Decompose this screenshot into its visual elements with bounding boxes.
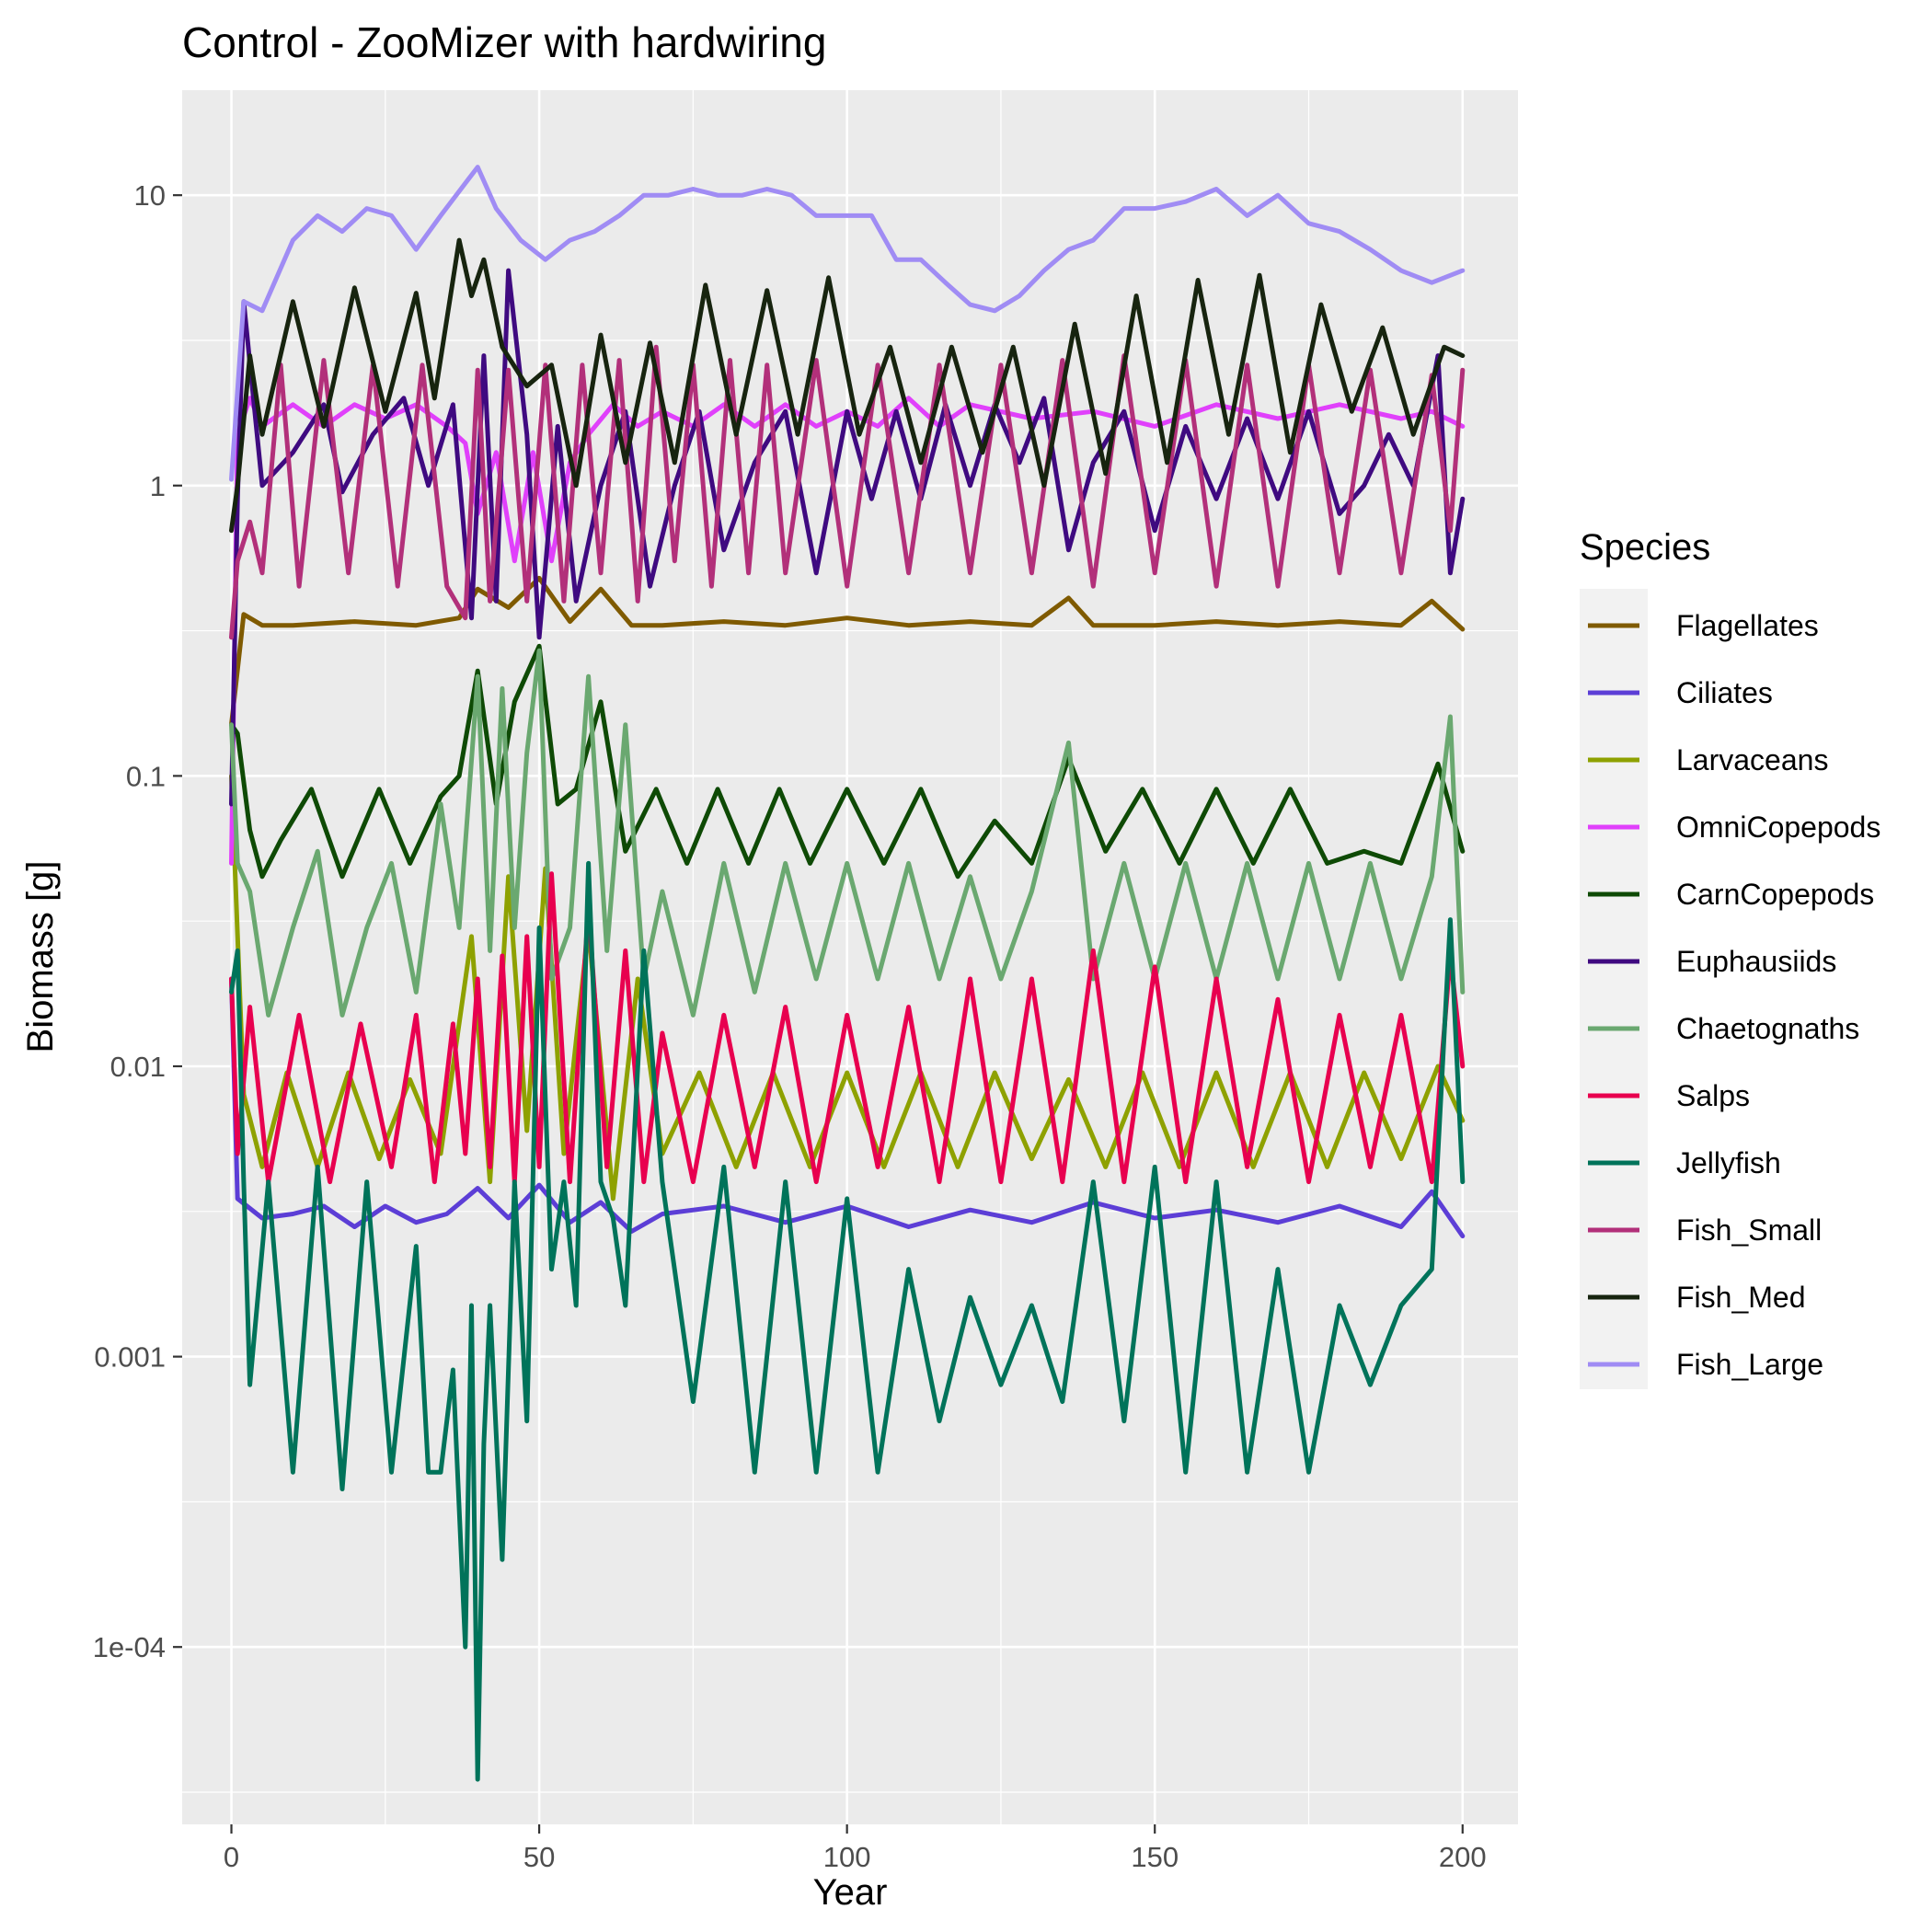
legend-label: OmniCopepods: [1676, 811, 1880, 844]
x-tick-label: 200: [1439, 1841, 1487, 1873]
legend-key-background: [1580, 589, 1648, 1389]
series-line-fish-small: [229, 344, 1466, 640]
plot-panel: [182, 90, 1518, 1824]
y-tick-label: 1e-04: [93, 1631, 166, 1663]
chart-title: Control - ZooMizer with hardwiring: [182, 18, 826, 66]
series-layer: [229, 165, 1466, 1782]
y-tick-label: 10: [134, 179, 166, 212]
legend-label: CarnCopepods: [1676, 878, 1874, 911]
legend-label: Euphausiids: [1676, 945, 1836, 978]
series-line-chaetognaths: [229, 648, 1466, 1018]
series-line-fish-med: [229, 237, 1466, 534]
legend-label: Ciliates: [1676, 676, 1773, 709]
legend-label: Fish_Small: [1676, 1213, 1822, 1247]
legend-label: Jellyfish: [1676, 1146, 1781, 1179]
series-line-jellyfish: [229, 860, 1466, 1782]
legend: Species Flagellates Ciliates Larvaceans Omn…: [1580, 527, 1880, 1389]
series-line-flagellates: [229, 575, 1466, 728]
legend-title: Species: [1580, 527, 1710, 568]
legend-label: Salps: [1676, 1079, 1750, 1112]
y-tick-label: 0.001: [94, 1341, 166, 1374]
y-tick-label: 0.1: [126, 760, 166, 792]
series-line-carncopepods: [229, 643, 1466, 880]
legend-label: Flagellates: [1676, 609, 1819, 642]
y-axis-title: Biomass [g]: [20, 861, 61, 1053]
x-tick-label: 150: [1131, 1841, 1179, 1873]
legend-label: Fish_Large: [1676, 1348, 1823, 1381]
x-tick-label: 50: [523, 1841, 555, 1873]
y-axis: 1e-04 0.001 0.01 0.1 1 10: [93, 179, 182, 1663]
y-tick-label: 1: [150, 470, 166, 502]
grid-major: [182, 90, 1518, 1824]
legend-items: Flagellates Ciliates Larvaceans OmniCopepod…: [1588, 609, 1880, 1381]
legend-label: Larvaceans: [1676, 743, 1828, 776]
legend-label: Fish_Med: [1676, 1281, 1806, 1314]
x-tick-label: 100: [823, 1841, 871, 1873]
x-axis: 0 50 100 150 200: [224, 1824, 1487, 1873]
x-axis-title: Year: [813, 1872, 888, 1913]
series-line-salps: [229, 871, 1466, 1185]
y-tick-label: 0.01: [110, 1051, 166, 1083]
legend-label: Chaetognaths: [1676, 1012, 1859, 1045]
series-line-fish-large: [229, 165, 1466, 482]
series-line-ciliates: [229, 976, 1466, 1239]
x-tick-label: 0: [224, 1841, 239, 1873]
